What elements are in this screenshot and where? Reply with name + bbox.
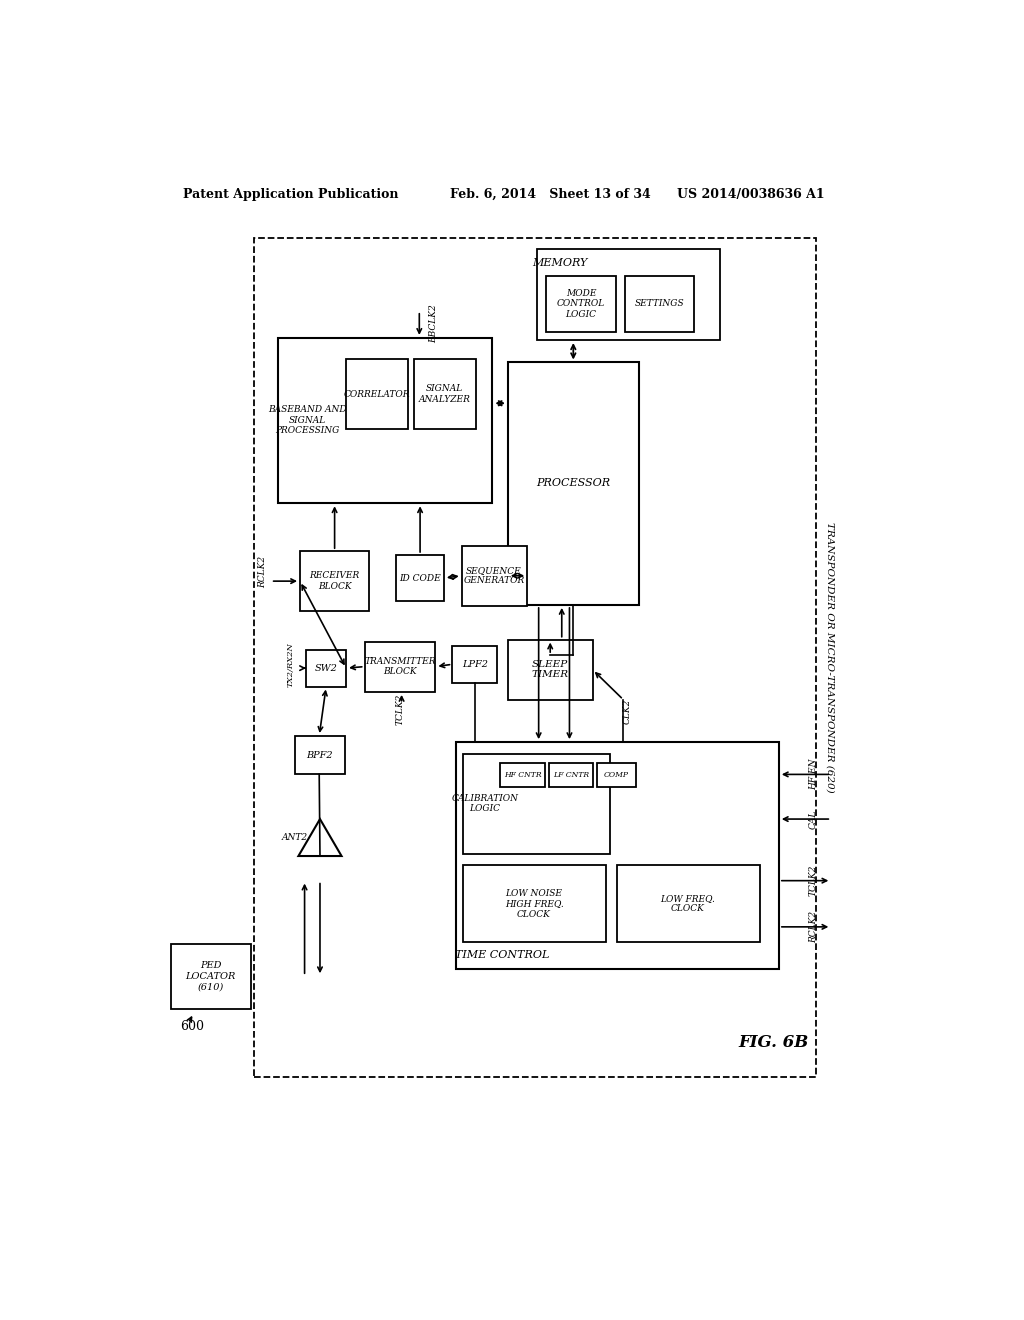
- Text: TRANSPONDER OR MICRO-TRANSPONDER (620): TRANSPONDER OR MICRO-TRANSPONDER (620): [825, 521, 835, 793]
- Text: FIG. 6B: FIG. 6B: [738, 1034, 809, 1051]
- Text: LF CNTR: LF CNTR: [553, 771, 589, 779]
- Bar: [295, 737, 345, 775]
- Text: TCLK2: TCLK2: [809, 865, 818, 896]
- Text: HF EN: HF EN: [809, 759, 818, 791]
- Text: LOW NOISE
HIGH FREQ.
CLOCK: LOW NOISE HIGH FREQ. CLOCK: [505, 888, 563, 919]
- Text: US 2014/0038636 A1: US 2014/0038636 A1: [677, 187, 825, 201]
- Bar: [463, 866, 605, 942]
- Bar: [538, 249, 720, 341]
- Bar: [346, 359, 408, 429]
- Bar: [617, 866, 760, 942]
- Text: LPF2: LPF2: [462, 660, 487, 669]
- Text: SETTINGS: SETTINGS: [635, 300, 684, 309]
- Bar: [597, 763, 636, 788]
- Text: RCLK2: RCLK2: [809, 911, 818, 942]
- Text: COMP: COMP: [604, 771, 629, 779]
- Text: CALIBRATION
LOGIC: CALIBRATION LOGIC: [452, 793, 518, 813]
- Text: BBCLK2: BBCLK2: [429, 305, 437, 343]
- Text: PROCESSOR: PROCESSOR: [537, 478, 610, 488]
- Text: TRANSMITTER
BLOCK: TRANSMITTER BLOCK: [365, 657, 436, 676]
- Text: LOW FREQ.
CLOCK: LOW FREQ. CLOCK: [660, 894, 716, 913]
- Bar: [547, 276, 615, 331]
- Text: SIGNAL
ANALYZER: SIGNAL ANALYZER: [419, 384, 471, 404]
- Bar: [463, 754, 609, 854]
- Text: SW2: SW2: [314, 664, 338, 673]
- Text: RCLK2: RCLK2: [258, 556, 267, 587]
- Text: Feb. 6, 2014   Sheet 13 of 34: Feb. 6, 2014 Sheet 13 of 34: [451, 187, 651, 201]
- Text: MEMORY: MEMORY: [532, 259, 588, 268]
- Text: CORRELATOR: CORRELATOR: [344, 389, 411, 399]
- Bar: [500, 763, 545, 788]
- Text: TIME CONTROL: TIME CONTROL: [455, 950, 549, 961]
- Text: TCLK2: TCLK2: [395, 693, 404, 725]
- Text: CLK2: CLK2: [623, 698, 632, 723]
- Text: SLEEP
TIMER: SLEEP TIMER: [531, 660, 568, 680]
- Text: 600: 600: [180, 1019, 205, 1032]
- Bar: [508, 363, 639, 605]
- Text: ID CODE: ID CODE: [399, 574, 441, 582]
- Bar: [625, 276, 694, 331]
- Bar: [549, 763, 593, 788]
- Bar: [279, 338, 493, 503]
- Text: SEQUENCE
GENERATOR: SEQUENCE GENERATOR: [464, 566, 524, 586]
- Bar: [306, 649, 346, 686]
- Text: BPF2: BPF2: [306, 751, 333, 759]
- Text: ANT2: ANT2: [282, 833, 307, 842]
- Bar: [414, 359, 475, 429]
- Bar: [462, 545, 527, 606]
- Text: BASEBAND AND
SIGNAL
PROCESSING: BASEBAND AND SIGNAL PROCESSING: [268, 405, 347, 436]
- Text: HF CNTR: HF CNTR: [504, 771, 542, 779]
- Bar: [171, 944, 252, 1010]
- Text: CAL: CAL: [809, 809, 818, 829]
- Text: MODE
CONTROL
LOGIC: MODE CONTROL LOGIC: [557, 289, 605, 319]
- Bar: [365, 642, 435, 692]
- Text: PED
LOCATOR
(610): PED LOCATOR (610): [185, 961, 236, 991]
- Bar: [453, 645, 497, 682]
- Bar: [396, 554, 444, 601]
- Bar: [456, 742, 779, 969]
- Bar: [300, 552, 370, 611]
- Bar: [254, 238, 816, 1077]
- Text: Patent Application Publication: Patent Application Publication: [183, 187, 398, 201]
- Text: TX2/RX2N: TX2/RX2N: [287, 642, 295, 686]
- Text: RECEIVER
BLOCK: RECEIVER BLOCK: [309, 572, 359, 591]
- Bar: [508, 640, 593, 700]
